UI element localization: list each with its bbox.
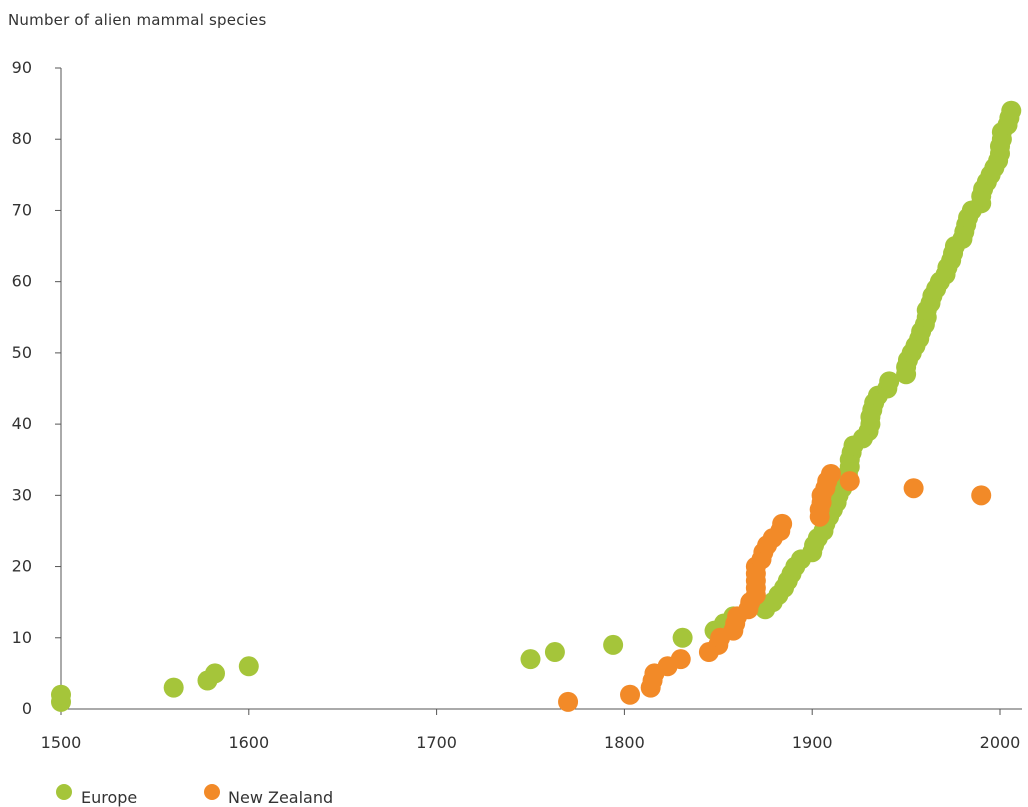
legend-label-new-zealand: New Zealand — [228, 788, 334, 807]
data-point-europe — [238, 656, 259, 677]
y-tick-label: 20 — [12, 557, 32, 576]
x-tick-label: 1700 — [416, 733, 457, 752]
x-tick-label: 1800 — [604, 733, 645, 752]
data-point-new-zealand — [558, 691, 579, 712]
data-point-europe — [51, 684, 71, 705]
y-tick-label: 50 — [12, 343, 32, 362]
x-tick-label: 1900 — [792, 733, 833, 752]
y-tick-label: 10 — [12, 628, 32, 647]
x-tick-label: 1600 — [228, 733, 269, 752]
data-point-europe — [672, 627, 693, 648]
data-point-new-zealand — [971, 485, 992, 506]
data-point-europe — [603, 634, 624, 655]
y-tick-label: 70 — [12, 200, 32, 219]
data-point-new-zealand — [839, 471, 860, 492]
y-tick-label: 30 — [12, 485, 32, 504]
x-tick-label: 2000 — [980, 733, 1021, 752]
legend-marker-new-zealand — [204, 784, 220, 800]
data-point-europe — [204, 663, 225, 684]
y-tick-label: 90 — [12, 58, 32, 77]
data-point-new-zealand — [620, 684, 641, 705]
data-point-europe — [163, 677, 184, 698]
y-tick-label: 40 — [12, 414, 32, 433]
data-point-new-zealand — [903, 478, 924, 499]
legend-marker-europe — [56, 784, 72, 800]
data-point-europe — [1001, 100, 1022, 121]
data-point-europe — [544, 642, 565, 663]
data-point-new-zealand — [772, 513, 793, 534]
y-tick-label: 60 — [12, 272, 32, 291]
x-tick-label: 1500 — [41, 733, 82, 752]
data-point-new-zealand — [670, 649, 691, 670]
data-point-europe — [520, 649, 541, 670]
y-tick-label: 80 — [12, 129, 32, 148]
data-point-europe — [879, 371, 900, 392]
y-tick-label: 0 — [22, 699, 32, 718]
data-point-new-zealand — [820, 463, 841, 484]
legend-label-europe: Europe — [81, 788, 138, 807]
y-axis-label: Number of alien mammal species — [8, 11, 267, 29]
